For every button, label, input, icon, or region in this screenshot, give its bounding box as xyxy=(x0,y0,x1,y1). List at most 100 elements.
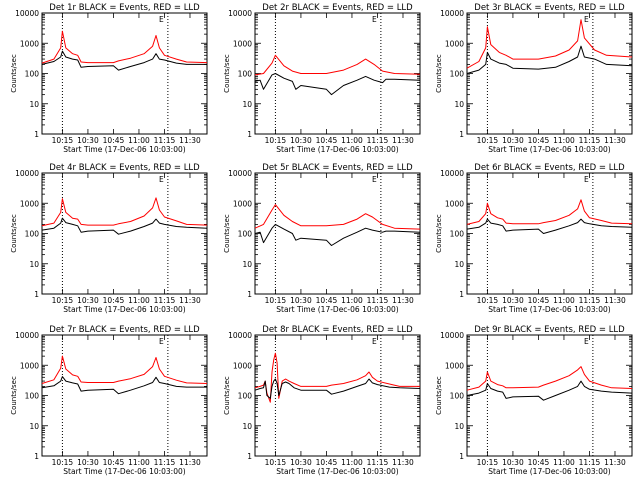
y-tick-label: 10 xyxy=(454,260,464,269)
x-tick-label: 11:30 xyxy=(179,136,201,145)
x-tick-label: 10:15 xyxy=(265,296,287,305)
plot-frame xyxy=(41,172,208,295)
series-line-events xyxy=(254,378,421,399)
x-tick-label: 10:45 xyxy=(316,296,338,305)
x-tick-label: 10:45 xyxy=(103,136,125,145)
x-tick-label: 10:15 xyxy=(52,296,74,305)
x-tick-label: 11:15 xyxy=(579,458,601,467)
y-tick-label: 10000 xyxy=(228,331,252,340)
x-tick-label: 11:15 xyxy=(367,136,389,145)
x-axis-label: Start Time (17-Dec-06 10:03:00) xyxy=(63,467,185,476)
series-line-events xyxy=(41,50,207,71)
panel-9: Det 9r BLACK = Events, RED = LLD 1 10 100 10… xyxy=(435,325,633,476)
x-axis-label: Start Time (17-Dec-06 10:03:00) xyxy=(63,145,185,154)
x-tick-label: 10:45 xyxy=(528,458,550,467)
panel-title: Det 3r BLACK = Events, RED = LLD xyxy=(474,3,625,13)
y-axis-label: Counts/sec xyxy=(10,54,18,93)
y-axis-label: Counts/sec xyxy=(10,376,18,415)
x-tick-label: 10:45 xyxy=(103,458,125,467)
series-line-events xyxy=(254,223,421,246)
x-axis-label: Start Time (17-Dec-06 10:03:00) xyxy=(488,145,610,154)
x-tick-label: 11:30 xyxy=(392,296,414,305)
x-tick-label: 10:30 xyxy=(77,296,99,305)
panel-title: Det 2r BLACK = Events, RED = LLD xyxy=(262,3,413,13)
x-tick-label: 11:30 xyxy=(604,136,626,145)
x-axis-label: Start Time (17-Dec-06 10:03:00) xyxy=(276,467,398,476)
y-tick-label: 100 xyxy=(25,230,40,239)
y-tick-label: 10000 xyxy=(440,9,464,18)
x-tick-label: 11:15 xyxy=(579,296,601,305)
y-tick-label: 100 xyxy=(238,392,253,401)
x-tick-label: 11:00 xyxy=(128,458,150,467)
x-tick-label: 10:30 xyxy=(290,136,312,145)
x-tick-label: 11:30 xyxy=(179,296,201,305)
y-axis-label: Counts/sec xyxy=(223,54,231,93)
y-tick-label: 10 xyxy=(29,260,39,269)
y-tick-label: 100 xyxy=(238,230,253,239)
x-tick-label: 11:15 xyxy=(367,296,389,305)
panel-5: Det 5r BLACK = Events, RED = LLD 1 10 100 10… xyxy=(223,163,421,314)
x-tick-label: 10:15 xyxy=(52,458,74,467)
corner-mark: E xyxy=(584,15,589,24)
panel-title: Det 1r BLACK = Events, RED = LLD xyxy=(49,3,200,13)
x-tick-label: 11:30 xyxy=(604,296,626,305)
x-tick-label: 10:45 xyxy=(316,136,338,145)
x-tick-label: 10:15 xyxy=(265,458,287,467)
y-axis-label: Counts/sec xyxy=(435,54,443,93)
series-line-events xyxy=(466,218,633,234)
x-tick-label: 10:15 xyxy=(265,136,287,145)
y-tick-label: 10 xyxy=(29,100,39,109)
y-tick-label: 1000 xyxy=(20,199,39,208)
y-tick-label: 1000 xyxy=(445,199,464,208)
x-tick-label: 10:45 xyxy=(316,458,338,467)
y-tick-label: 1 xyxy=(34,130,39,139)
y-tick-label: 10000 xyxy=(15,331,39,340)
x-tick-label: 11:00 xyxy=(553,458,575,467)
x-tick-label: 11:00 xyxy=(128,296,150,305)
y-axis-label: Counts/sec xyxy=(435,376,443,415)
x-tick-label: 10:30 xyxy=(77,458,99,467)
panel-title: Det 4r BLACK = Events, RED = LLD xyxy=(49,163,200,173)
y-tick-label: 100 xyxy=(450,392,465,401)
y-tick-label: 10000 xyxy=(228,169,252,178)
x-tick-label: 10:30 xyxy=(77,136,99,145)
panel-title: Det 8r BLACK = Events, RED = LLD xyxy=(262,325,413,335)
y-axis-label: Counts/sec xyxy=(10,214,18,253)
x-tick-label: 10:30 xyxy=(502,458,524,467)
panel-1: Det 1r BLACK = Events, RED = LLD 1 10 100 10… xyxy=(10,3,208,154)
y-tick-label: 10000 xyxy=(440,331,464,340)
x-axis-label: Start Time (17-Dec-06 10:03:00) xyxy=(276,145,398,154)
x-tick-label: 11:15 xyxy=(579,136,601,145)
x-axis-label: Start Time (17-Dec-06 10:03:00) xyxy=(63,305,185,314)
corner-mark: E xyxy=(584,337,589,346)
series-line-lld xyxy=(466,19,633,69)
series-line-events xyxy=(466,45,633,74)
x-tick-label: 11:15 xyxy=(154,458,176,467)
y-tick-label: 100 xyxy=(450,70,465,79)
corner-mark: E xyxy=(159,337,164,346)
x-tick-label: 11:00 xyxy=(341,458,363,467)
y-tick-label: 1000 xyxy=(445,361,464,370)
y-tick-label: 10 xyxy=(242,100,252,109)
series-line-lld xyxy=(41,197,208,227)
panel-title: Det 9r BLACK = Events, RED = LLD xyxy=(474,325,625,335)
y-tick-label: 1000 xyxy=(233,39,252,48)
y-tick-label: 1 xyxy=(247,130,252,139)
panel-7: Det 7r BLACK = Events, RED = LLD 1 10 100 10… xyxy=(10,325,208,476)
y-tick-label: 10 xyxy=(29,422,39,431)
y-tick-label: 1000 xyxy=(233,361,252,370)
x-tick-label: 11:00 xyxy=(128,136,150,145)
series-line-lld xyxy=(466,199,633,225)
x-tick-label: 11:30 xyxy=(179,458,201,467)
y-axis-label: Counts/sec xyxy=(223,376,231,415)
plot-frame xyxy=(466,12,633,135)
y-axis-label: Counts/sec xyxy=(435,214,443,253)
x-tick-label: 11:30 xyxy=(604,458,626,467)
x-tick-label: 10:45 xyxy=(103,296,125,305)
panel-title: Det 7r BLACK = Events, RED = LLD xyxy=(49,325,200,335)
series-line-lld xyxy=(254,204,421,230)
y-tick-label: 1000 xyxy=(20,39,39,48)
y-tick-label: 1 xyxy=(459,290,464,299)
panel-8: Det 8r BLACK = Events, RED = LLD 1 10 100 10… xyxy=(223,325,421,476)
